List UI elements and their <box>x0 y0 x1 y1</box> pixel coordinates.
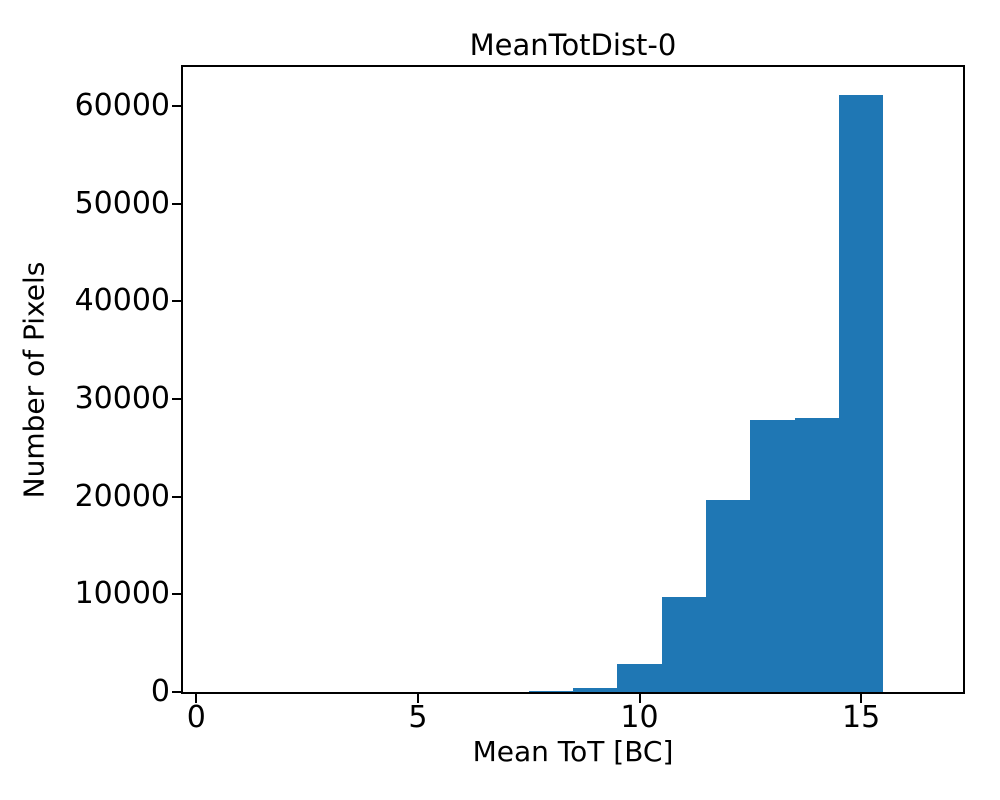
plot-area <box>181 65 965 694</box>
histogram-bar <box>750 419 795 692</box>
y-axis-label: Number of Pixels <box>17 261 51 499</box>
y-tick-mark <box>172 495 181 498</box>
x-tick-mark <box>638 694 641 703</box>
x-tick-label: 5 <box>408 700 428 735</box>
x-axis-label: Mean ToT [BC] <box>472 735 674 768</box>
histogram-bar <box>794 417 839 692</box>
y-tick-mark <box>172 105 181 108</box>
x-tick-label: 15 <box>842 700 881 735</box>
y-tick-mark <box>172 300 181 303</box>
y-tick-mark <box>172 691 181 693</box>
x-tick-label: 10 <box>620 700 659 735</box>
y-tick-mark <box>172 202 181 205</box>
y-tick-label: 0 <box>150 674 170 709</box>
y-tick-mark <box>172 593 181 596</box>
y-tick-label: 20000 <box>74 478 170 514</box>
x-tick-mark <box>860 694 863 703</box>
histogram-bar <box>617 663 662 692</box>
x-tick-mark <box>416 694 419 703</box>
histogram-bar <box>528 690 573 692</box>
y-tick-label: 30000 <box>74 381 170 416</box>
histogram-bar <box>838 95 884 692</box>
x-tick-mark <box>195 694 198 703</box>
histogram-bar <box>573 687 618 692</box>
y-tick-label: 40000 <box>74 283 170 319</box>
y-tick-label: 50000 <box>74 185 170 221</box>
y-tick-mark <box>172 398 181 400</box>
x-tick-label: 0 <box>186 700 206 735</box>
histogram-bar <box>661 597 706 692</box>
y-tick-label: 60000 <box>74 88 170 124</box>
histogram-bar <box>706 499 751 692</box>
chart-title: MeanTotDist-0 <box>469 28 677 62</box>
y-tick-label: 10000 <box>74 576 170 612</box>
